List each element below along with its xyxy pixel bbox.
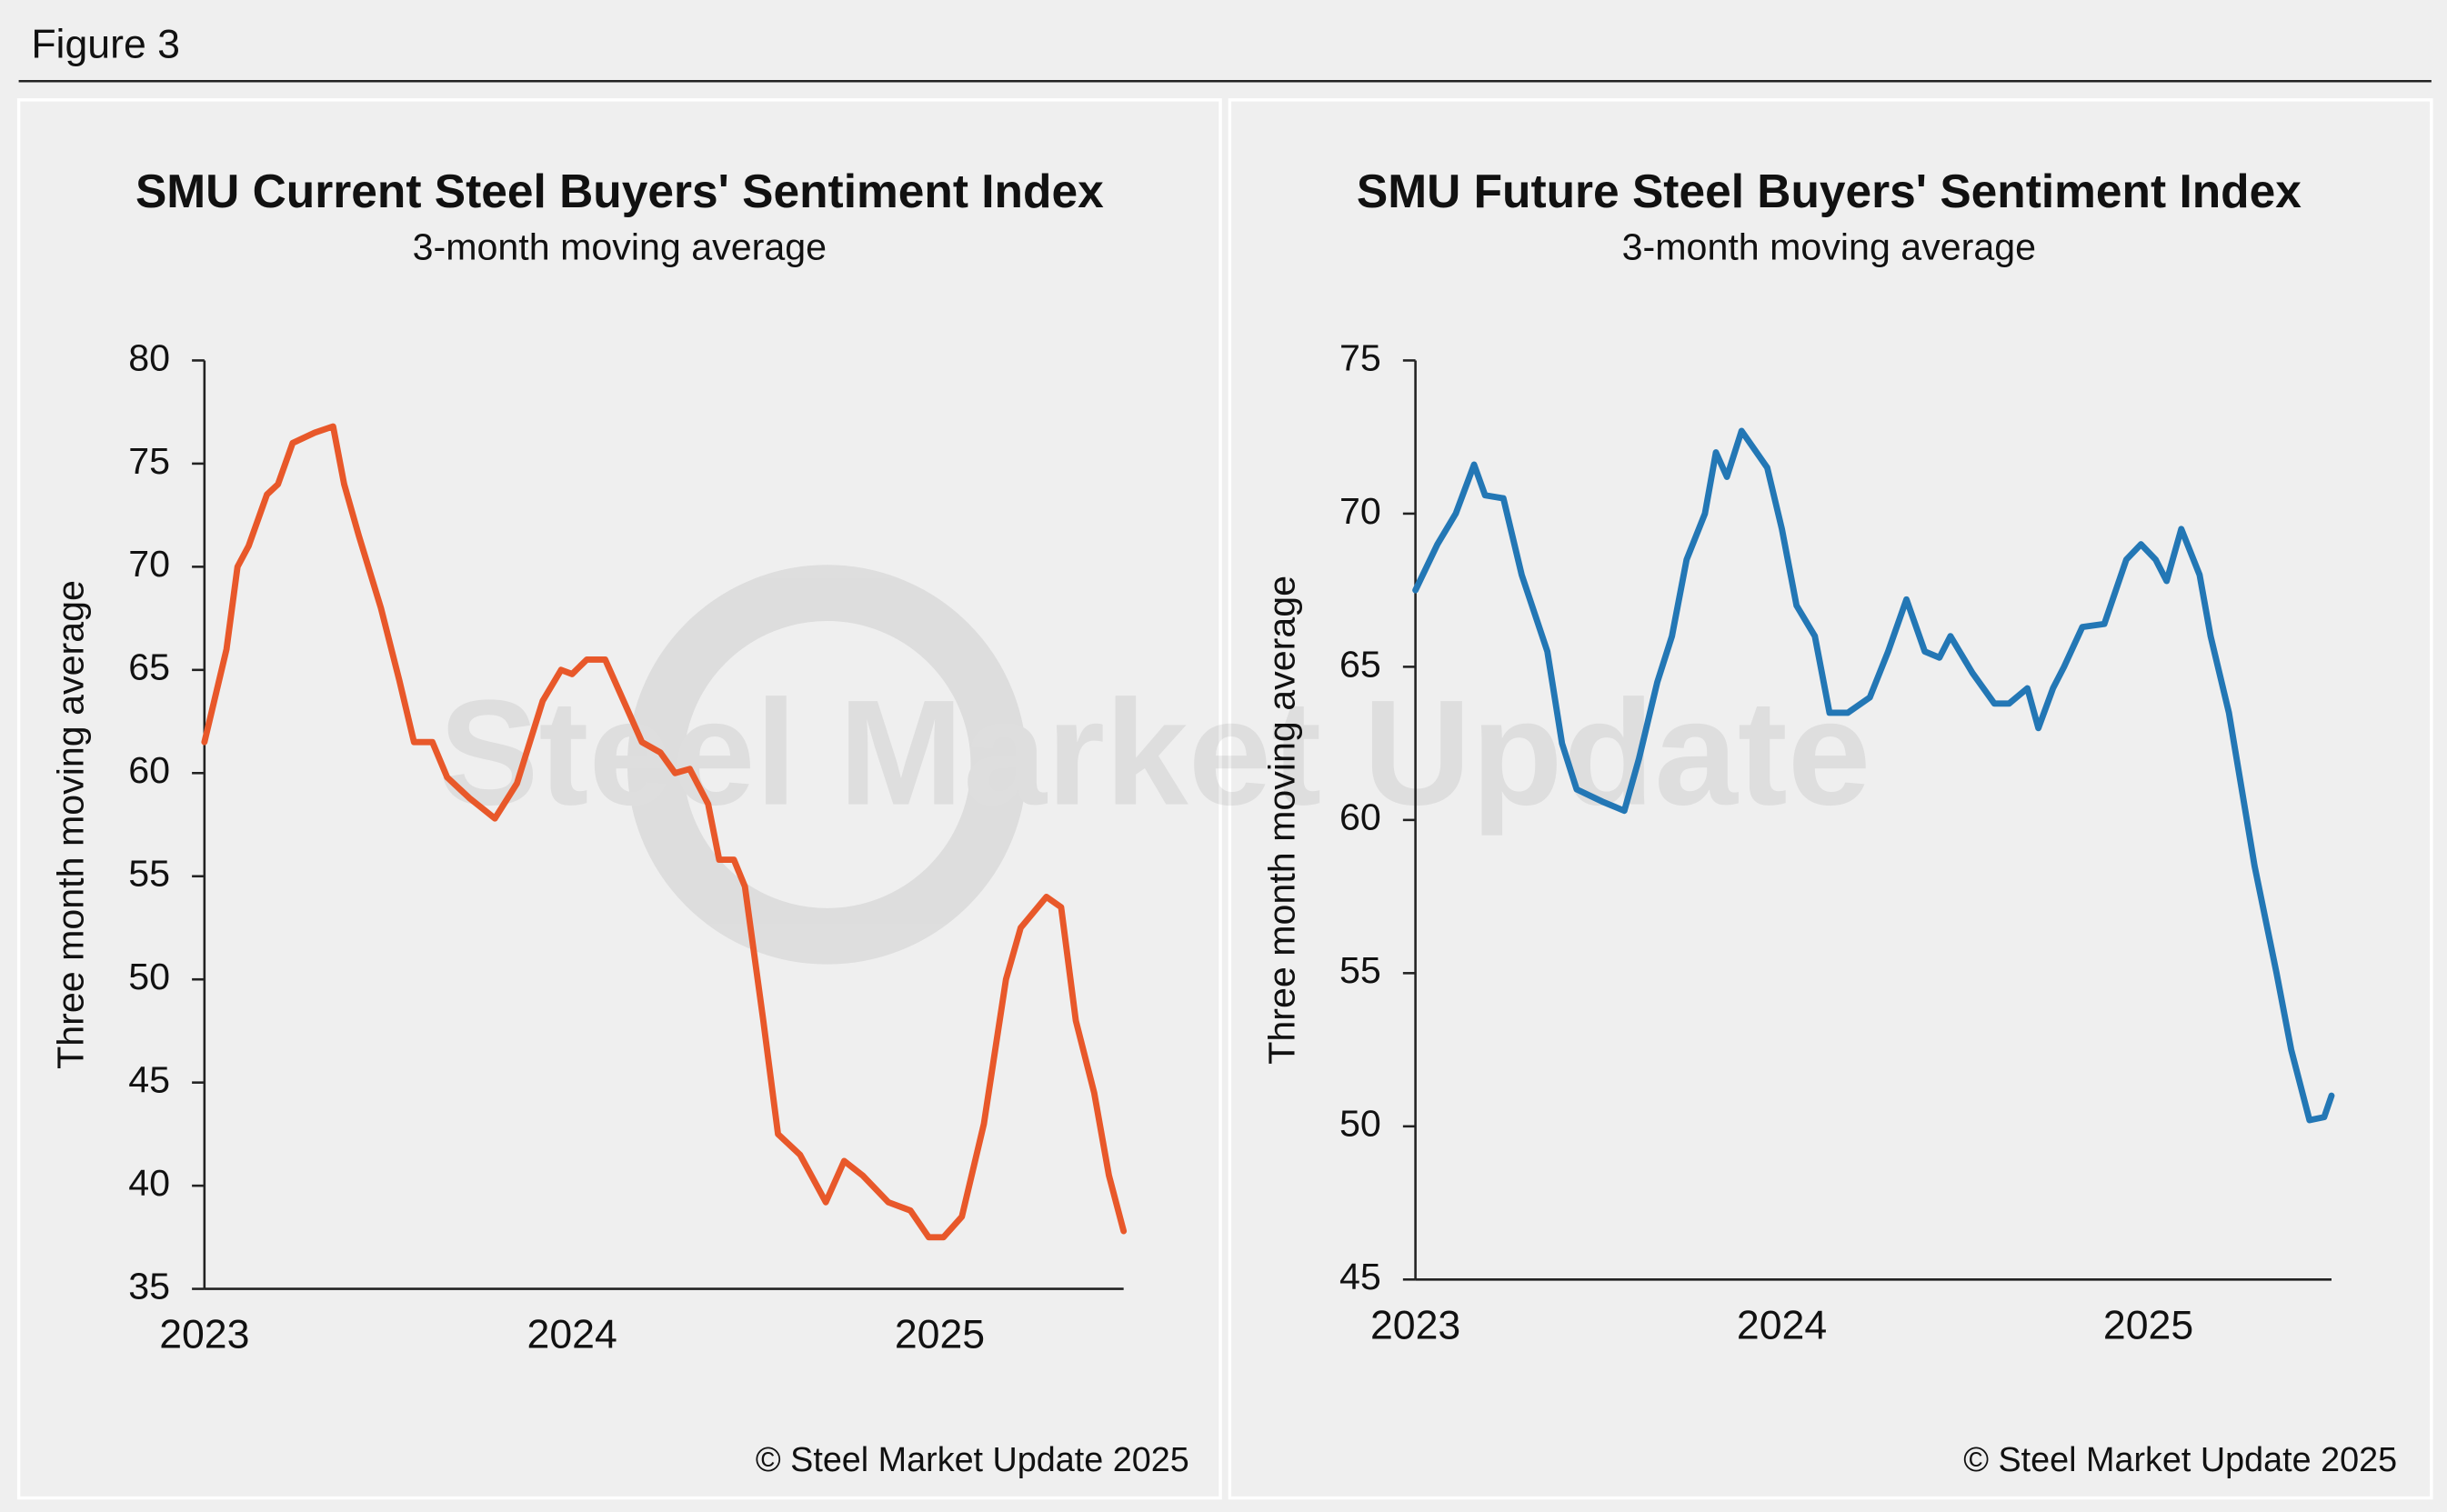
- watermark-group: Steel Market Update: [439, 565, 1871, 965]
- y-tick-label: 75: [128, 440, 170, 482]
- y-tick-label: 45: [1339, 1256, 1381, 1297]
- y-tick-label: 50: [128, 956, 170, 997]
- x-tick-label: 2025: [895, 1313, 985, 1357]
- chart-title: SMU Future Steel Buyers' Sentiment Index: [1357, 165, 2302, 217]
- panel: [16, 98, 1222, 1500]
- source: © Steel Market Update 2025: [1963, 1440, 2397, 1478]
- watermark-logo: [627, 565, 1028, 965]
- chart-title: SMU Current Steel Buyers' Sentiment Inde…: [135, 165, 1104, 217]
- watermark: Steel Market Update: [439, 668, 1871, 836]
- chart-subtitle: 3-month moving average: [413, 225, 827, 267]
- x-tick-label: 2024: [527, 1313, 617, 1357]
- x-tick-label: 2024: [1737, 1303, 1827, 1347]
- data-line: [201, 423, 1128, 1241]
- chart-subtitle: 3-month moving average: [1622, 225, 2036, 267]
- y-tick-label: 55: [128, 853, 170, 895]
- y-tick-label: 65: [1339, 643, 1381, 685]
- y-tick-label: 35: [128, 1265, 170, 1307]
- figure-label: Figure 3: [31, 22, 180, 66]
- y-tick-label: 50: [1339, 1103, 1381, 1145]
- y-tick-label: 65: [128, 646, 170, 688]
- x-tick-label: 2023: [1370, 1303, 1460, 1347]
- panel: [1228, 98, 2433, 1500]
- source: © Steel Market Update 2025: [756, 1440, 1189, 1478]
- y-axis-label: Three month moving average: [1260, 576, 1302, 1065]
- x-tick-label: 2025: [2103, 1303, 2193, 1347]
- y-tick-label: 60: [1339, 796, 1381, 838]
- y-tick-label: 45: [128, 1059, 170, 1101]
- x-tick-label: 2023: [159, 1313, 249, 1357]
- y-tick-label: 55: [1339, 949, 1381, 991]
- y-tick-label: 40: [128, 1162, 170, 1204]
- y-axis-label: Three month moving average: [50, 580, 92, 1069]
- y-tick-label: 70: [1339, 490, 1381, 532]
- y-tick-label: 70: [128, 543, 170, 585]
- y-tick-label: 60: [128, 749, 170, 791]
- y-tick-label: 80: [128, 336, 170, 378]
- data-line: [1412, 427, 2335, 1124]
- y-tick-label: 75: [1339, 336, 1381, 378]
